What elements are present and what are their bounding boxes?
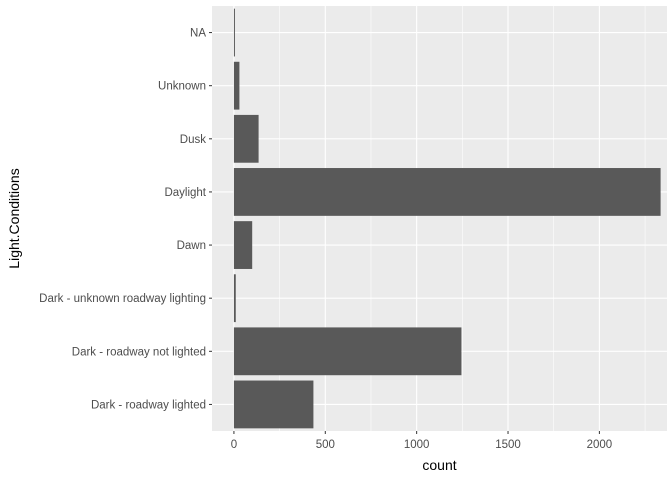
y-tick-label: Dawn: [177, 240, 206, 252]
bar: [233, 61, 240, 110]
x-tick-label: 500: [316, 439, 335, 451]
x-axis: 0 500 1000 1500 2000: [231, 431, 612, 451]
y-tick-label: Dark - roadway not lighted: [72, 346, 206, 358]
y-tick-label: Unknown: [158, 81, 206, 93]
bar: [233, 327, 462, 376]
bar: [233, 274, 236, 323]
x-axis-title: count: [422, 457, 456, 473]
x-tick-label: 1500: [495, 439, 521, 451]
bars: [233, 8, 661, 429]
y-tick-label: Dark - roadway lighted: [91, 399, 206, 411]
y-tick-label: Dark - unknown roadway lighting: [39, 293, 206, 305]
bar: [233, 8, 235, 57]
bar: [233, 221, 253, 269]
x-tick-label: 1000: [404, 439, 430, 451]
y-tick-label: NA: [190, 28, 206, 40]
y-tick-label: Dusk: [180, 134, 206, 146]
bar: [233, 168, 661, 216]
y-tick-label: Daylight: [164, 187, 206, 199]
x-tick-label: 0: [231, 439, 237, 451]
x-tick-label: 2000: [587, 439, 613, 451]
bar: [233, 114, 259, 163]
y-axis: Dark - roadway lighted Dark - roadway not…: [39, 28, 212, 411]
bar: [233, 380, 314, 429]
y-axis-title: Light.Conditions: [6, 168, 22, 268]
